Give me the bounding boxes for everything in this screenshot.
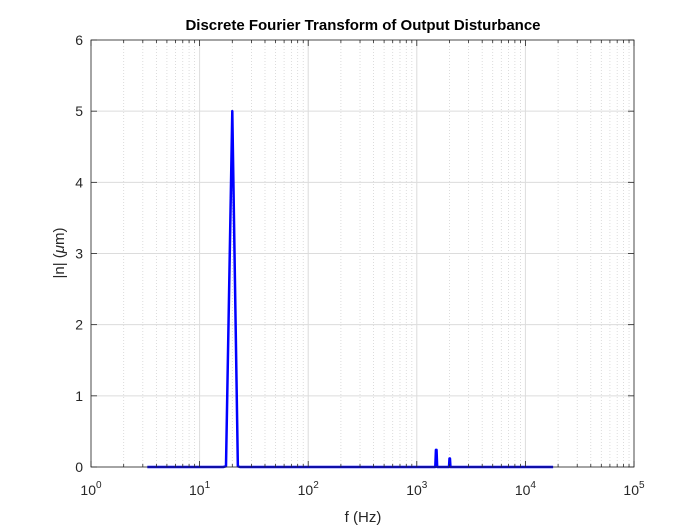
data-series-line <box>147 109 554 469</box>
y-tick-label: 4 <box>75 174 83 190</box>
plot-area <box>147 109 554 469</box>
y-tick-label: 5 <box>75 103 83 119</box>
y-axis-label: |n| (μm) <box>51 227 68 278</box>
x-tick-label: 101 <box>189 480 211 498</box>
x-tick-label: 104 <box>515 480 537 498</box>
y-tick-label: 6 <box>75 32 83 48</box>
x-tick-label: 102 <box>298 480 320 498</box>
grid-lines <box>90 39 635 468</box>
y-tick-label: 3 <box>75 246 83 262</box>
x-tick-label: 103 <box>406 480 428 498</box>
y-tick-label: 1 <box>75 388 83 404</box>
tick-marks <box>90 39 635 468</box>
x-axis-label: f (Hz) <box>345 509 382 525</box>
y-tick-label: 0 <box>75 459 83 475</box>
x-tick-label: 105 <box>623 480 645 498</box>
y-tick-label: 2 <box>75 317 83 333</box>
chart-title: Discrete Fourier Transform of Output Dis… <box>185 17 540 34</box>
tick-labels: 100 101 102 103 104 105 0 1 2 3 4 5 6 <box>75 32 645 498</box>
x-tick-label: 100 <box>80 480 102 498</box>
